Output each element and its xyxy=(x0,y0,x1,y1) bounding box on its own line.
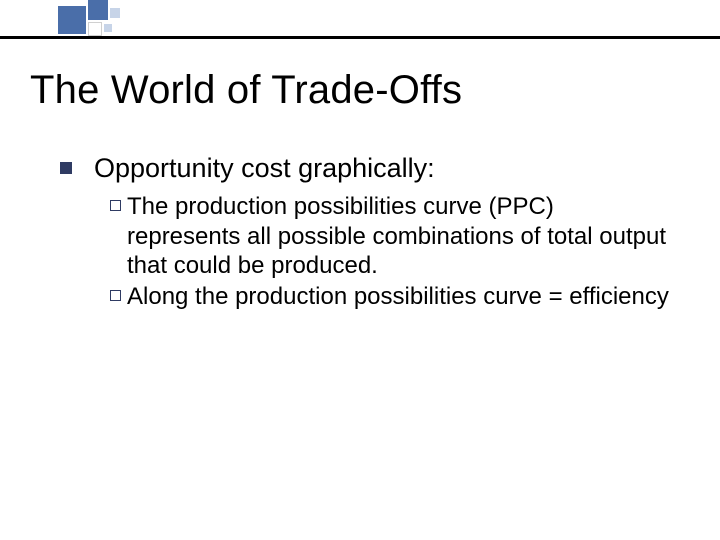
bullet-level2: The production possibilities curve (PPC)… xyxy=(110,192,670,280)
decor-square-large-2 xyxy=(88,0,108,20)
level2-container: The production possibilities curve (PPC)… xyxy=(110,192,670,311)
level2-text: Along the production possibilities curve… xyxy=(127,282,669,311)
header-decoration xyxy=(0,0,720,42)
hollow-square-bullet-icon xyxy=(110,290,121,301)
square-bullet-icon xyxy=(60,162,72,174)
bullet-level2: Along the production possibilities curve… xyxy=(110,282,670,311)
level2-text: The production possibilities curve (PPC)… xyxy=(127,192,670,280)
decor-square-small-2 xyxy=(104,24,112,32)
decor-square-large-1 xyxy=(58,6,86,34)
level1-text: Opportunity cost graphically: xyxy=(94,152,435,184)
header-underline xyxy=(0,36,720,39)
hollow-square-bullet-icon xyxy=(110,200,121,211)
decor-square-white xyxy=(88,22,102,36)
slide-title: The World of Trade-Offs xyxy=(30,68,462,113)
bullet-level1: Opportunity cost graphically: xyxy=(60,152,670,184)
decor-square-small-1 xyxy=(110,8,120,18)
slide-content: Opportunity cost graphically: The produc… xyxy=(60,152,670,313)
